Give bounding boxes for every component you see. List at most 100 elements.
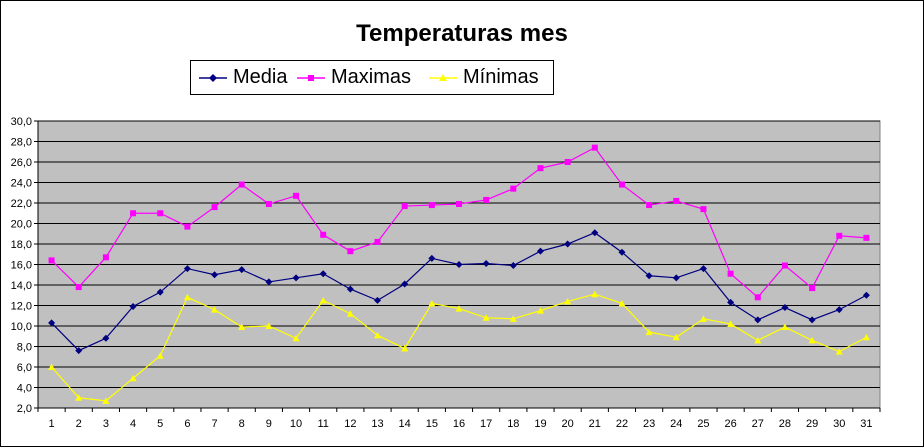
data-point [374, 296, 382, 304]
legend: Media Maximas Mínimas [190, 60, 554, 95]
data-point [130, 210, 137, 217]
data-point [211, 306, 219, 313]
data-point [293, 192, 300, 199]
legend-swatch-maximas [297, 74, 325, 81]
legend-label-maximas: Maximas [331, 66, 412, 88]
data-point [455, 261, 463, 268]
data-point [401, 280, 409, 288]
x-tick-label: 14 [399, 418, 411, 430]
data-point [265, 201, 272, 208]
data-point [591, 144, 598, 151]
data-point [781, 304, 789, 312]
y-tick-label: 22,0 [11, 198, 32, 210]
x-tick-label: 9 [266, 418, 272, 430]
data-point [754, 336, 762, 344]
data-point [510, 185, 517, 192]
x-tick-label: 24 [670, 418, 682, 430]
data-point [536, 247, 544, 255]
x-tick-label: 1 [49, 418, 55, 430]
legend-swatch-media [199, 73, 227, 82]
data-point [564, 159, 571, 165]
data-point [482, 259, 490, 267]
data-point [48, 319, 56, 327]
y-tick-label: 30,0 [11, 116, 32, 128]
data-point [183, 265, 191, 273]
x-tick-label: 6 [184, 418, 190, 430]
y-tick-label: 18,0 [11, 239, 32, 251]
data-point [727, 270, 734, 277]
legend-item-maximas: Maximas [297, 61, 411, 94]
data-point [156, 288, 164, 296]
data-point [564, 297, 572, 305]
data-point [102, 334, 110, 342]
data-point [836, 232, 843, 239]
y-tick-label: 4,0 [17, 383, 32, 395]
data-point [156, 352, 164, 359]
data-point [211, 204, 218, 211]
data-point [862, 333, 870, 341]
data-point [456, 201, 462, 208]
data-point [129, 374, 137, 382]
data-point [75, 347, 83, 355]
x-tick-label: 12 [344, 418, 356, 430]
data-point [754, 294, 761, 301]
data-point [618, 299, 626, 307]
data-point [455, 305, 463, 312]
x-tick-label: 11 [317, 418, 328, 430]
data-point [238, 181, 245, 188]
data-point [211, 271, 219, 279]
data-point [700, 206, 707, 213]
y-tick-label: 12,0 [11, 301, 32, 313]
data-point [645, 272, 653, 280]
y-tick-label: 24,0 [11, 178, 32, 190]
data-point [509, 315, 517, 322]
x-tick-label: 7 [211, 418, 217, 430]
data-point [808, 316, 816, 324]
data-point [564, 240, 572, 248]
y-tick-label: 2,0 [17, 403, 32, 415]
y-tick-label: 16,0 [11, 260, 32, 272]
x-tick-label: 4 [130, 418, 136, 430]
data-point [374, 238, 381, 245]
y-tick-label: 6,0 [17, 362, 32, 374]
data-point [537, 165, 544, 172]
legend-item-media: Media [199, 61, 287, 94]
x-tick-label: 28 [779, 418, 791, 430]
data-point [183, 293, 191, 301]
data-point [238, 323, 246, 331]
data-point [75, 394, 83, 401]
x-tick-label: 5 [157, 418, 163, 430]
data-point [102, 254, 109, 261]
data-point [238, 266, 246, 274]
data-point [319, 270, 327, 278]
x-tick-label: 29 [806, 418, 818, 430]
legend-item-minimas: Mínimas [429, 61, 539, 94]
data-point [727, 320, 735, 327]
data-point [863, 234, 870, 241]
data-point [346, 285, 354, 293]
data-point [781, 262, 788, 269]
data-point [591, 229, 599, 237]
data-point [699, 315, 707, 322]
data-point [320, 231, 327, 238]
x-tick-label: 23 [643, 418, 655, 430]
x-tick-label: 20 [562, 418, 574, 430]
legend-label-media: Media [233, 66, 288, 88]
data-point [835, 348, 843, 355]
x-tick-label: 2 [76, 418, 82, 430]
data-point [536, 307, 544, 314]
data-point [401, 345, 409, 352]
data-point [401, 203, 408, 210]
x-tick-label: 31 [860, 418, 872, 430]
x-tick-label: 10 [290, 418, 302, 430]
y-tick-label: 28,0 [11, 137, 32, 149]
x-tick-label: 3 [103, 418, 109, 430]
data-point [699, 265, 707, 273]
data-point [428, 254, 436, 262]
data-point [618, 181, 625, 188]
data-point [265, 322, 273, 329]
x-tick-label: 18 [507, 418, 519, 430]
data-point [102, 397, 110, 404]
x-tick-label: 21 [589, 418, 601, 430]
